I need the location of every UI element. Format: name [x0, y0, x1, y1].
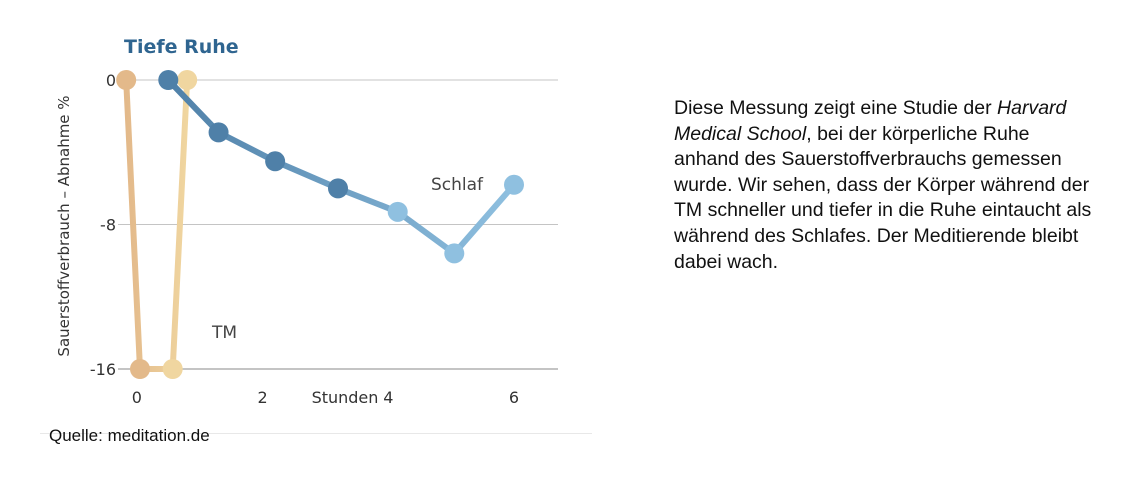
data-point-tm [130, 359, 150, 379]
data-point-schlaf [444, 243, 465, 264]
data-point-schlaf [328, 178, 348, 199]
description-text: Diese Messung zeigt eine Studie der Harv… [674, 96, 1094, 275]
data-point-schlaf [265, 151, 286, 172]
oxygen-consumption-chart: Tiefe Ruhe 0 -8 -16 0 2 4 6 Sauerstoffverbrau… [55, 36, 558, 407]
series-label-tm: TM [211, 323, 237, 343]
x-tick-label: 2 [257, 388, 267, 407]
series-lines [116, 70, 524, 379]
description-intro: Diese Messung zeigt eine Studie der [674, 97, 998, 119]
data-point-schlaf [504, 174, 524, 195]
x-axis-ticks: 0 2 4 6 [132, 388, 519, 407]
source-note: Quelle: meditation.de [49, 426, 210, 445]
y-tick-label: 0 [106, 71, 116, 90]
description-institution: Harvard Medical School [674, 97, 1067, 145]
y-axis-label: Sauerstoffverbrauch – Abnahme % [55, 95, 73, 356]
y-tick-label: -8 [100, 216, 116, 235]
chart-title: Tiefe Ruhe [124, 36, 239, 58]
data-point-schlaf [158, 70, 179, 90]
series-line-schlaf [165, 77, 517, 257]
data-point-schlaf [208, 122, 229, 143]
data-point-tm [177, 70, 198, 90]
x-tick-label: 4 [383, 388, 393, 407]
data-point-schlaf [387, 201, 408, 222]
x-tick-label: 0 [132, 388, 142, 407]
data-point-tm [162, 359, 183, 379]
y-tick-label: -16 [90, 360, 116, 379]
data-point-tm [116, 70, 137, 90]
series-label-schlaf: Schlaf [431, 175, 484, 195]
series-line-tm [123, 77, 191, 372]
description-body: , bei der körperliche Ruhe anhand des Sa… [674, 122, 1092, 273]
y-axis-ticks: 0 -8 -16 [90, 71, 116, 379]
x-axis-label: Stunden [312, 388, 379, 407]
x-tick-label: 6 [509, 388, 519, 407]
source-divider [40, 433, 592, 434]
